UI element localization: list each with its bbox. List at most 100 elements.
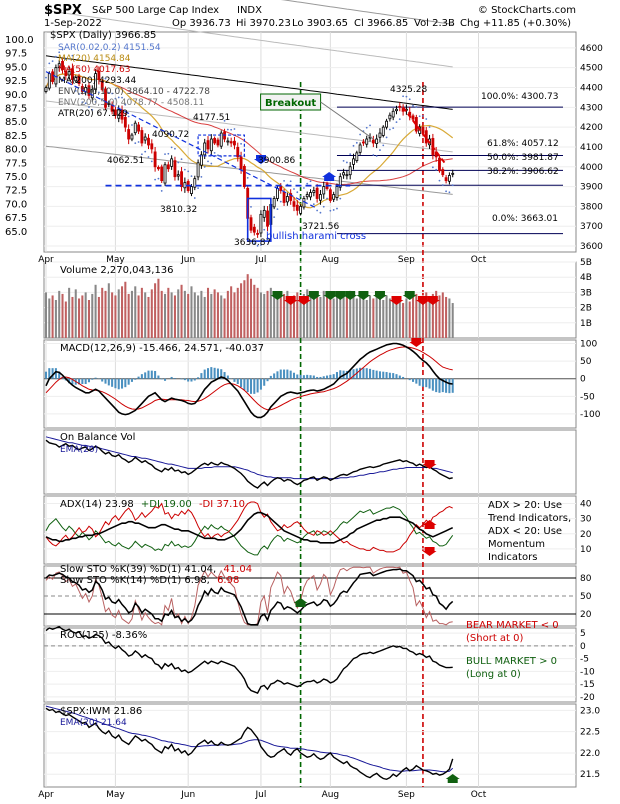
macd-hist-bar bbox=[448, 379, 450, 393]
month-label-bottom-Apr: Apr bbox=[38, 790, 54, 800]
candle-body bbox=[161, 167, 163, 181]
macd-hist-bar bbox=[422, 379, 424, 387]
candle-body bbox=[250, 218, 252, 230]
volume-bar bbox=[240, 283, 242, 338]
volume-bar bbox=[257, 288, 259, 338]
volume-bar bbox=[356, 298, 358, 338]
macd-hist-bar bbox=[286, 370, 288, 379]
price-ytick-4200: 4200 bbox=[580, 123, 603, 133]
macd-hist-bar bbox=[432, 379, 434, 391]
candle-body bbox=[263, 210, 265, 217]
left-scale-4: 90.0 bbox=[5, 90, 27, 101]
macd-hist-bar bbox=[214, 368, 216, 379]
macd-hist-bar bbox=[352, 369, 354, 379]
macd-hist-bar bbox=[429, 379, 431, 389]
sar-dot bbox=[191, 175, 193, 177]
sar-dot bbox=[303, 187, 305, 189]
sar-dot bbox=[313, 203, 315, 205]
macd-hist-bar bbox=[81, 379, 83, 384]
month-label-bottom-May: May bbox=[106, 790, 125, 800]
candle-body bbox=[438, 158, 440, 171]
volume-bar bbox=[316, 292, 318, 338]
volume-bar bbox=[243, 280, 245, 338]
volume-bar bbox=[65, 302, 67, 338]
macd-hist-bar bbox=[329, 375, 331, 379]
macd-hist-bar bbox=[309, 375, 311, 379]
macd-hist-bar bbox=[138, 377, 140, 379]
sar-dot bbox=[177, 162, 179, 164]
month-label-top-Jun: Jun bbox=[180, 255, 195, 265]
volume-bar bbox=[227, 291, 229, 338]
sar-dot bbox=[293, 188, 295, 190]
volume-bar bbox=[58, 291, 60, 338]
candle-body bbox=[177, 175, 179, 176]
candle-body bbox=[131, 135, 133, 139]
volume-bar bbox=[448, 298, 450, 338]
sto39-title: Slow STO %K(39) %D(1) 41.04, bbox=[60, 564, 216, 575]
candle-body bbox=[283, 192, 285, 202]
candle-body bbox=[227, 141, 229, 142]
macd-hist-bar bbox=[445, 379, 447, 393]
candle-body bbox=[214, 138, 216, 143]
macd-hist-bar bbox=[121, 379, 123, 389]
volume-bar bbox=[164, 294, 166, 338]
volume-bar bbox=[386, 295, 388, 338]
macd-hist-bar bbox=[296, 374, 298, 378]
sto-ytick-80: 80 bbox=[580, 574, 592, 584]
volume-bar bbox=[118, 289, 120, 338]
legend-ma200: MA(200) 4293.44 bbox=[58, 76, 136, 86]
macd-hist-bar bbox=[326, 376, 328, 379]
volume-bar bbox=[78, 298, 80, 338]
left-scale-10: 75.0 bbox=[5, 172, 27, 183]
sar-dot bbox=[277, 208, 279, 210]
candle-body bbox=[442, 170, 444, 175]
sar-dot bbox=[234, 128, 236, 130]
candle-body bbox=[316, 188, 318, 198]
macd-hist-bar bbox=[151, 371, 153, 379]
macd-hist-bar bbox=[306, 375, 308, 379]
copyright-label: © StockCharts.com bbox=[478, 5, 576, 16]
volume-ytick-4: 1B bbox=[580, 319, 592, 329]
volume-bar bbox=[174, 295, 176, 338]
candle-body bbox=[207, 141, 209, 149]
month-label-top-Apr: Apr bbox=[38, 255, 54, 265]
volume-bar bbox=[85, 292, 87, 338]
macd-hist-bar bbox=[438, 379, 440, 393]
macd-hist-bar bbox=[45, 372, 47, 379]
sto14-title: Slow STO %K(14) %D(1) 6.98, bbox=[60, 575, 210, 586]
volume-bar bbox=[296, 292, 298, 338]
macd-hist-bar bbox=[260, 379, 262, 390]
volume-bar bbox=[217, 292, 219, 338]
macd-hist-bar bbox=[157, 376, 159, 379]
candle-body bbox=[448, 175, 450, 181]
volume-bar bbox=[210, 294, 212, 338]
volume-bar bbox=[402, 303, 404, 338]
candle-body bbox=[197, 163, 199, 177]
candle-body bbox=[300, 206, 302, 213]
macd-hist-bar bbox=[290, 371, 292, 379]
candle-body bbox=[237, 147, 239, 157]
sar-dot bbox=[194, 197, 196, 199]
month-label-top-Oct: Oct bbox=[471, 255, 487, 265]
legend-ma20: MA(20) 4154.84 bbox=[58, 54, 131, 64]
macd-hist-bar bbox=[91, 379, 93, 380]
candle-body bbox=[352, 159, 354, 165]
macd-hist-bar bbox=[283, 370, 285, 379]
volume-bar bbox=[438, 295, 440, 338]
volume-bar bbox=[114, 295, 116, 338]
volume-bar bbox=[389, 298, 391, 338]
volume-bar bbox=[343, 294, 345, 338]
candle-body bbox=[157, 167, 159, 168]
sar-dot bbox=[144, 151, 146, 153]
volume-bar bbox=[194, 292, 196, 338]
volume-bar bbox=[177, 289, 179, 338]
volume-bar bbox=[233, 292, 235, 338]
volume-bar bbox=[372, 298, 374, 338]
volume-bar bbox=[190, 286, 192, 338]
volume-bar bbox=[88, 300, 90, 338]
volume-bar bbox=[141, 288, 143, 338]
sar-dot bbox=[138, 141, 140, 143]
price-ytick-4600: 4600 bbox=[580, 44, 603, 54]
candle-body bbox=[346, 175, 348, 176]
volume-bar bbox=[362, 297, 364, 338]
